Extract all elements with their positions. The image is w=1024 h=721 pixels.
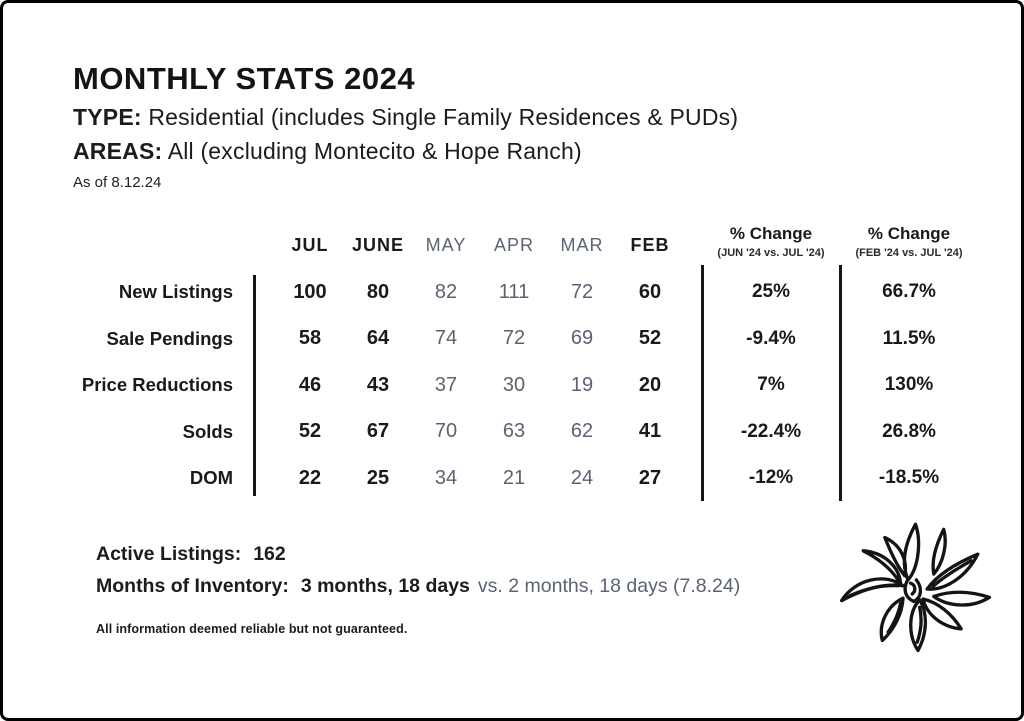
row-label: New Listings — [118, 281, 233, 303]
inventory-label: Months of Inventory: — [96, 575, 289, 597]
type-value: Residential (includes Single Family Resi… — [141, 104, 739, 130]
value-apr: 21 — [502, 466, 526, 489]
disclaimer-text: All information deemed reliable but not … — [96, 622, 408, 636]
row-label: Price Reductions — [81, 374, 233, 396]
pct-change-1: 7% — [757, 374, 785, 396]
table-row-solds: Solds 52 67 70 63 62 41 -22.4% 26.8% — [73, 409, 963, 456]
pct-change-2: 26.8% — [882, 420, 936, 442]
pct-change-1-title: % Change — [729, 223, 813, 243]
divider-pct-2 — [839, 265, 842, 501]
value-june: 80 — [366, 280, 390, 303]
value-apr: 30 — [502, 373, 526, 396]
value-may: 74 — [434, 327, 458, 350]
row-label: Solds — [182, 420, 233, 442]
value-jul: 52 — [298, 420, 322, 443]
pct-change-1: -12% — [748, 467, 794, 489]
value-may: 70 — [434, 420, 458, 443]
divider-pct-1 — [701, 265, 704, 501]
type-label: TYPE: — [73, 104, 142, 130]
col-header-mar: MAR — [560, 234, 604, 255]
value-june: 67 — [366, 420, 390, 443]
pct-change-2: -18.5% — [878, 467, 940, 489]
value-may: 82 — [434, 280, 458, 303]
table-row-dom: DOM 22 25 34 21 24 27 -12% -18.5% — [73, 455, 963, 502]
pct-change-2: 66.7% — [882, 281, 936, 303]
value-apr: 111 — [498, 280, 530, 303]
areas-value: All (excluding Montecito & Hope Ranch) — [162, 138, 582, 164]
value-may: 37 — [434, 373, 458, 396]
value-june: 43 — [366, 373, 390, 396]
inventory-current: 3 months, 18 days — [300, 575, 470, 597]
active-listings-value: 162 — [253, 543, 286, 565]
value-apr: 63 — [502, 420, 526, 443]
pct-change-1-subtitle: (JUN '24 vs. JUL '24) — [717, 246, 825, 259]
pct-change-2: 130% — [884, 374, 934, 396]
pct-change-1: 25% — [751, 281, 791, 303]
table-row-price-reductions: Price Reductions 46 43 37 30 19 20 7% 13… — [73, 362, 963, 409]
areas-line: AREAS: All (excluding Montecito & Hope R… — [73, 138, 738, 165]
as-of-date: As of 8.12.24 — [73, 174, 162, 191]
value-jul: 58 — [298, 327, 322, 350]
stats-table: JUL JUNE MAY APR MAR FEB % Change (JUN '… — [73, 221, 963, 502]
col-header-apr: APR — [493, 234, 534, 255]
value-feb: 20 — [638, 373, 662, 396]
col-header-pct-change-2: % Change (FEB '24 vs. JUL '24) — [855, 224, 963, 263]
inventory-line: Months of Inventory: 3 months, 18 days vs.… — [96, 575, 740, 598]
value-mar: 72 — [570, 280, 594, 303]
value-mar: 69 — [570, 327, 594, 350]
pct-change-1: -9.4% — [746, 327, 796, 349]
footer-block: Active Listings: 162 Months of Inventory:… — [96, 543, 740, 636]
value-feb: 27 — [638, 466, 662, 489]
type-line: TYPE: Residential (includes Single Famil… — [73, 104, 738, 131]
table-row-sale-pendings: Sale Pendings 58 64 74 72 69 52 -9.4% 11… — [73, 316, 963, 363]
row-label: Sale Pendings — [106, 327, 233, 349]
inventory-comparison: vs. 2 months, 18 days (7.8.24) — [477, 575, 741, 597]
row-label: DOM — [189, 467, 233, 489]
magnolia-flower-icon — [839, 522, 992, 653]
value-june: 25 — [366, 466, 390, 489]
page-title: MONTHLY STATS 2024 — [73, 61, 416, 96]
pct-change-2-title: % Change — [867, 223, 951, 243]
value-feb: 52 — [638, 327, 662, 350]
value-june: 64 — [366, 327, 390, 350]
value-jul: 46 — [298, 373, 322, 396]
col-header-may: MAY — [425, 234, 467, 255]
pct-change-2: 11.5% — [882, 327, 936, 349]
value-mar: 62 — [570, 420, 594, 443]
value-jul: 100 — [293, 280, 327, 303]
value-feb: 41 — [638, 420, 662, 443]
value-mar: 24 — [570, 466, 594, 489]
areas-label: AREAS: — [73, 138, 163, 164]
table-header-row: JUL JUNE MAY APR MAR FEB % Change (JUN '… — [73, 221, 963, 269]
value-may: 34 — [434, 466, 458, 489]
value-feb: 60 — [638, 280, 662, 303]
pct-change-1: -22.4% — [740, 420, 802, 442]
divider-labels — [253, 275, 256, 496]
col-header-june: JUNE — [351, 234, 404, 255]
header-block: MONTHLY STATS 2024 TYPE: Residential (in… — [73, 61, 738, 191]
value-apr: 72 — [502, 327, 526, 350]
col-header-pct-change-1: % Change (JUN '24 vs. JUL '24) — [684, 224, 858, 263]
value-jul: 22 — [298, 466, 322, 489]
active-listings-line: Active Listings: 162 — [96, 543, 740, 566]
table-row-new-listings: New Listings 100 80 82 111 72 60 25% 66.… — [73, 269, 963, 316]
col-header-jul: JUL — [291, 234, 329, 255]
pct-change-2-subtitle: (FEB '24 vs. JUL '24) — [855, 246, 963, 259]
value-mar: 19 — [570, 373, 594, 396]
active-listings-label: Active Listings: — [96, 543, 242, 565]
col-header-feb: FEB — [630, 234, 670, 255]
